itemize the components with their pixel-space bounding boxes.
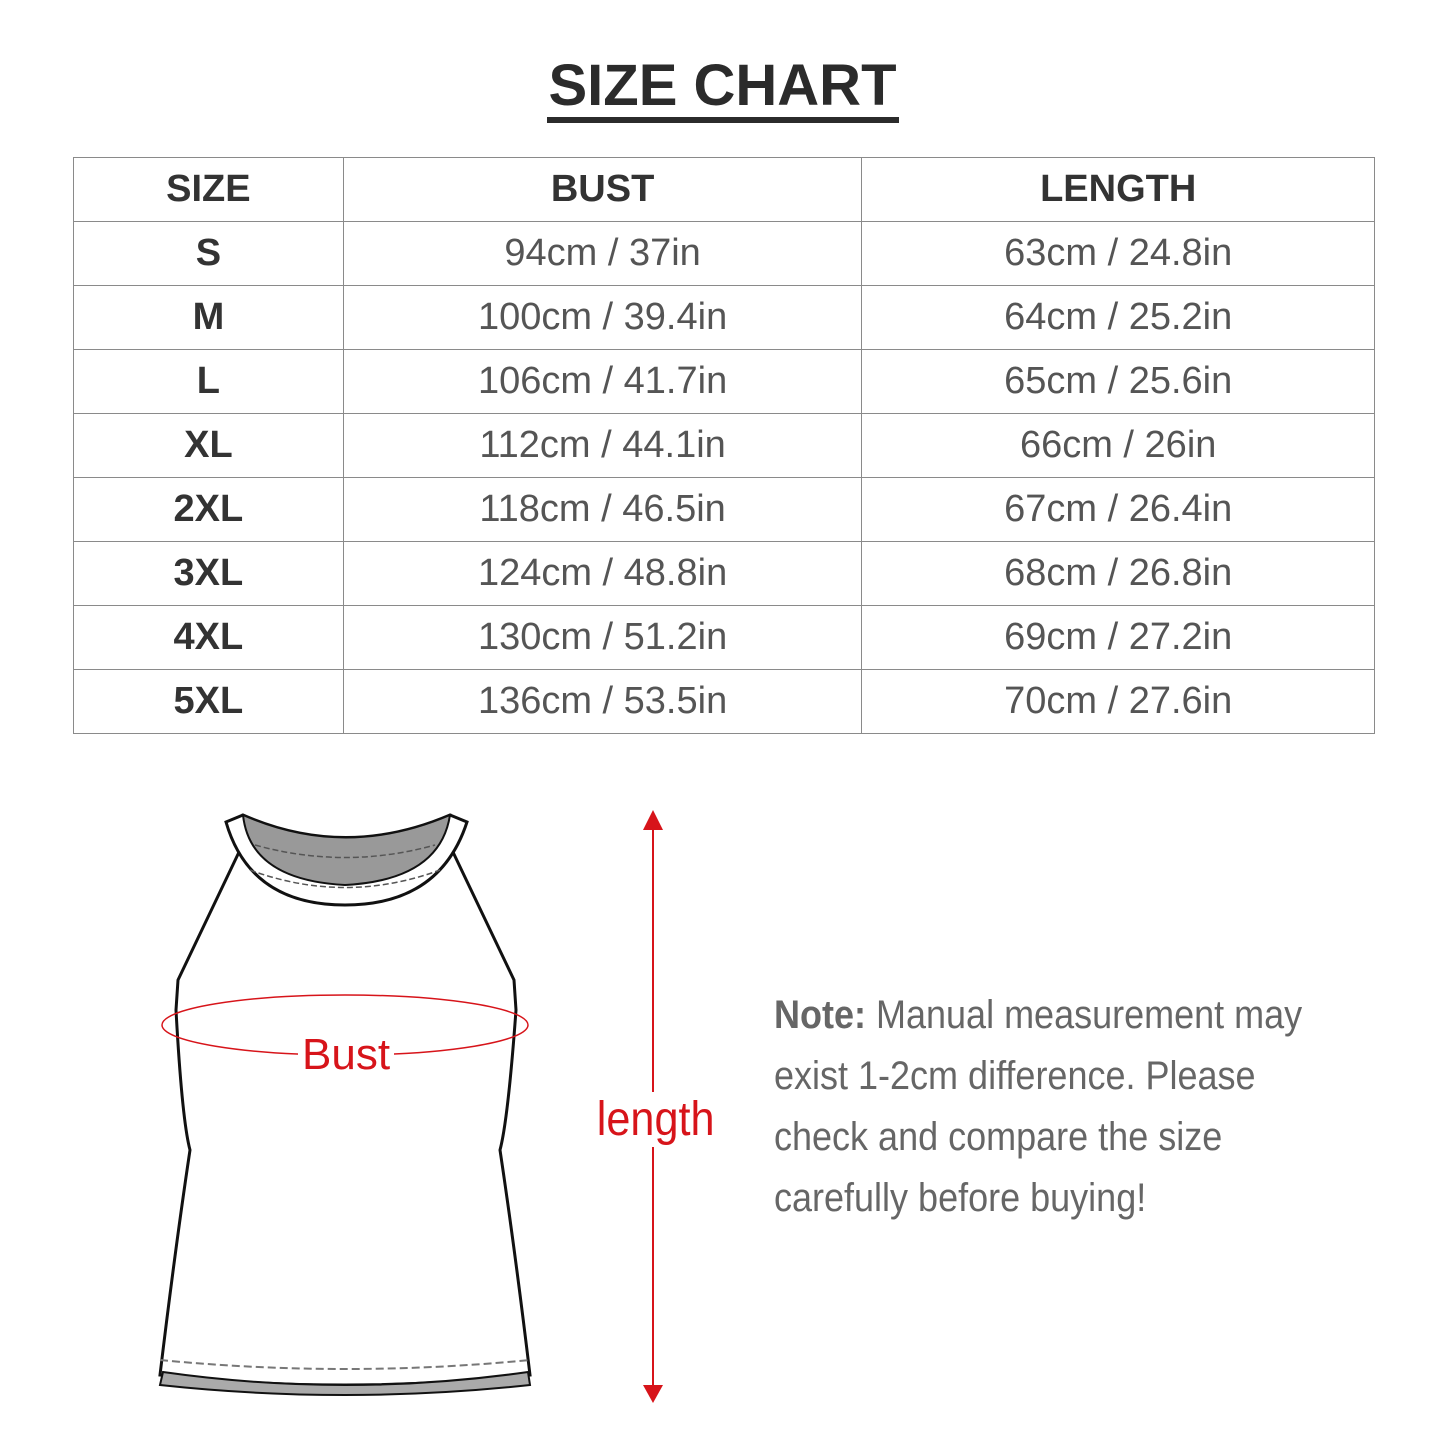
cell-size: M [73, 285, 344, 350]
cell-bust: 130cm / 51.2in [342, 605, 863, 670]
header-size: SIZE [73, 157, 344, 222]
page-title: SIZE CHART [0, 52, 1445, 123]
note-label: Note: [774, 993, 866, 1037]
table-row: 2XL 118cm / 46.5in 67cm / 26.4in [73, 477, 1375, 542]
cell-length: 66cm / 26in [861, 413, 1375, 478]
bust-label: Bust [298, 1030, 395, 1080]
table-row: 5XL 136cm / 53.5in 70cm / 27.6in [73, 669, 1375, 734]
cell-size: 5XL [73, 669, 344, 734]
table-header-row: SIZE BUST LENGTH [73, 157, 1375, 222]
cell-size: XL [73, 413, 344, 478]
table-row: XL 112cm / 44.1in 66cm / 26in [73, 413, 1375, 478]
cell-length: 69cm / 27.2in [861, 605, 1375, 670]
cell-bust: 100cm / 39.4in [342, 285, 863, 350]
cell-size: 2XL [73, 477, 344, 542]
arrow-up-icon [643, 810, 663, 830]
cell-bust: 106cm / 41.7in [342, 349, 863, 414]
note-text: Note: Manual measurement may exist 1-2cm… [774, 993, 1303, 1220]
cell-size: 4XL [73, 605, 344, 670]
cell-bust: 136cm / 53.5in [342, 669, 863, 734]
size-table: SIZE BUST LENGTH S 94cm / 37in 63cm / 24.8… [73, 157, 1375, 734]
cell-size: 3XL [73, 541, 344, 606]
arrow-down-icon [643, 1385, 663, 1403]
cell-length: 64cm / 25.2in [861, 285, 1375, 350]
header-bust: BUST [342, 157, 863, 222]
cell-length: 70cm / 27.6in [861, 669, 1375, 734]
header-length: LENGTH [861, 157, 1375, 222]
cell-bust: 112cm / 44.1in [342, 413, 863, 478]
cell-bust: 118cm / 46.5in [342, 477, 863, 542]
table-row: 4XL 130cm / 51.2in 69cm / 27.2in [73, 605, 1375, 670]
table-row: M 100cm / 39.4in 64cm / 25.2in [73, 285, 1375, 350]
cell-length: 68cm / 26.8in [861, 541, 1375, 606]
tank-top-illustration [158, 813, 532, 1396]
length-label: length [595, 1092, 717, 1147]
cell-length: 67cm / 26.4in [861, 477, 1375, 542]
